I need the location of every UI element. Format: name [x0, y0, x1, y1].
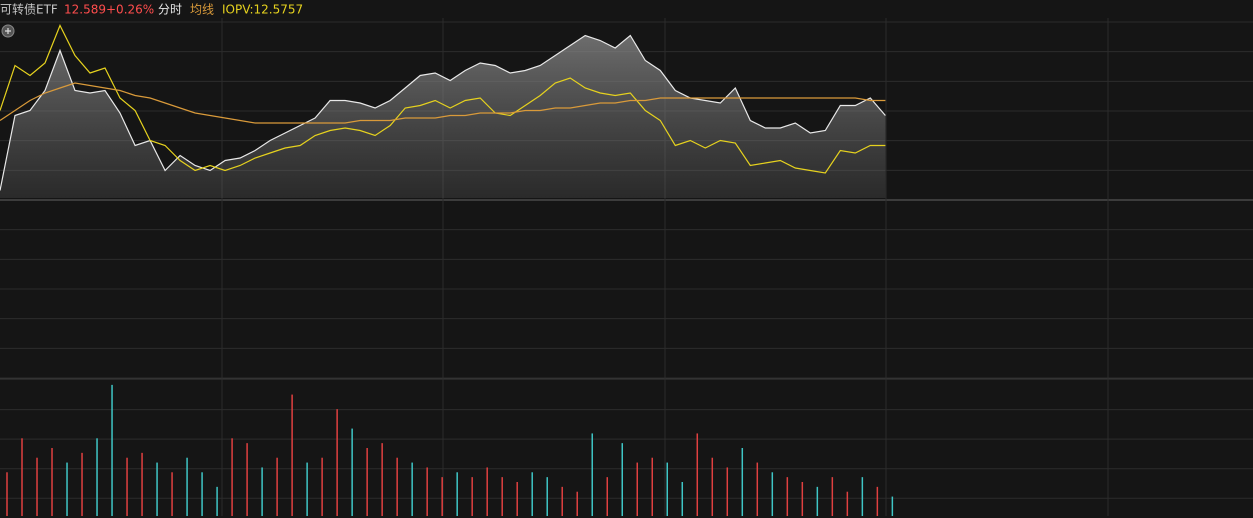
marks [0, 24, 894, 516]
chart-title: 可转债ETF [0, 2, 58, 17]
grid [0, 18, 1253, 516]
series-line [0, 24, 886, 174]
series-line [0, 82, 886, 124]
header: 可转债ETF 12.589 +0.26% 分时 均线 IOPV:12.5757 [0, 2, 303, 17]
iopv-label: IOPV:12.5757 [222, 3, 303, 17]
zoom-plus[interactable] [5, 28, 11, 34]
ma-label: 均线 [190, 3, 214, 17]
zoom-button[interactable] [1, 24, 15, 38]
mode-label: 分时 [158, 3, 182, 17]
series-line [0, 34, 886, 191]
change-label: +0.26% [106, 3, 154, 17]
price-label: 12.589 [64, 3, 106, 17]
